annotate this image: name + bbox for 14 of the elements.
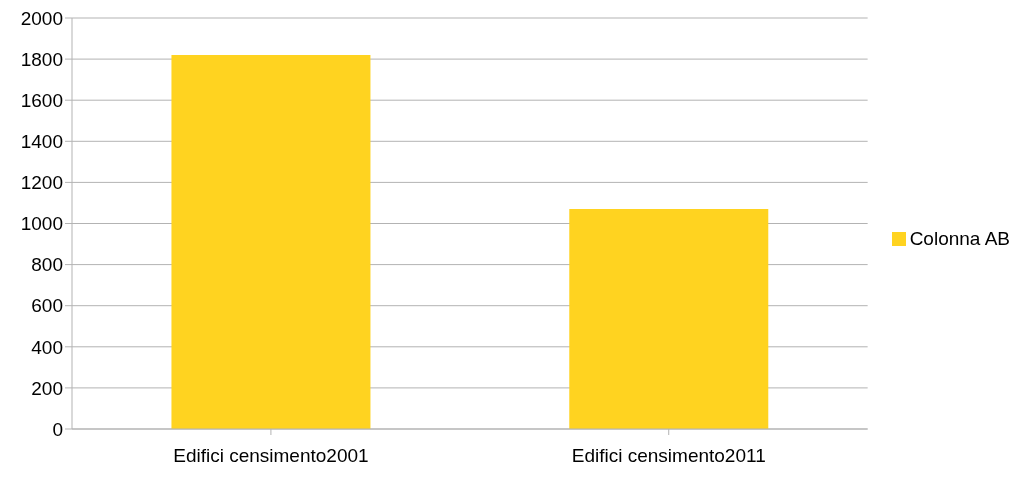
x-tick-label: Edifici censimento2001 [173, 445, 369, 467]
y-tick-label: 1000 [20, 213, 63, 235]
y-tick-label: 2000 [20, 7, 63, 29]
y-tick-label: 1600 [20, 89, 63, 111]
y-tick-label: 800 [31, 254, 63, 276]
y-tick-label: 1200 [20, 172, 63, 194]
y-tick-label: 1400 [20, 131, 63, 153]
y-tick-label: 1800 [20, 48, 63, 70]
y-tick-label: 0 [52, 418, 63, 440]
y-tick-label: 200 [31, 377, 63, 399]
y-tick-label: 600 [31, 295, 63, 317]
legend-label: Colonna AB [909, 227, 1010, 249]
x-tick-label: Edifici censimento2011 [571, 445, 766, 467]
y-tick-label: 400 [31, 336, 63, 358]
